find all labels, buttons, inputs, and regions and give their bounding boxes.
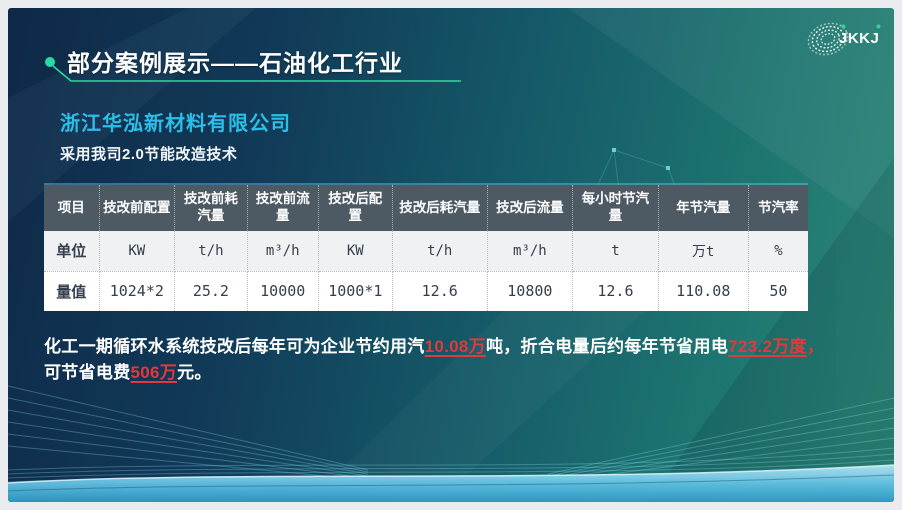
table-row: 单位 KW t/h m³/h KW t/h m³/h t 万t% [44,231,808,272]
table-header-cell: 技改前流量 [247,185,319,231]
table-cell: 1024*2 [99,271,176,311]
table-cell: 1000*1 [318,271,393,311]
table-cell: 10000 [247,271,319,311]
table-cell: m³/h [487,231,574,272]
summary-segment: 吨，折合电量后约每年节省用电 [485,337,729,356]
table-header-cell: 技改前耗汽量 [174,185,248,231]
table-cell: t/h [174,231,248,272]
company-logo: JKKJ [807,22,881,56]
wave-decoration [8,385,894,502]
highlighted-figure: ， [806,337,825,356]
table-row: 量值 1024*2 25.2 10000 1000*1 12.6 10800 12.6 110.… [44,271,808,311]
table-cell: 25.2 [174,271,248,311]
company-name: 浙江华泓新材料有限公司 [60,113,291,135]
table-header-cell: 技改前配置 [99,185,176,231]
table-cell: 12.6 [572,271,659,311]
table-row-label: 单位 [44,231,100,272]
logo-dot-left [841,24,846,29]
table-header-cell: 年节汽量 [658,185,749,231]
table-header-cell: 每小时节汽量 [572,185,659,231]
case-table: 项目 技改前配置 技改前耗汽量 技改前流量 技改后配置 技改后耗汽量 技改后流量 每小时节汽量… [44,185,808,311]
table-cell: 110.08 [658,271,749,311]
table-header-cell: 技改后配置 [318,185,393,231]
table-cell: t [572,231,659,272]
summary-segment: 可节省电费 [44,363,131,382]
summary-segment: 元。 [177,363,212,382]
table-cell: KW [99,231,176,272]
title-underline [45,57,461,82]
table-cell: 12.6 [392,271,488,311]
table-cell: t/h [392,231,488,272]
summary-segment: 化工一期循环水系统技改后每年可为企业节约用汽 [44,337,425,356]
table-cell: 万t [658,231,749,272]
table-cell: 50 [769,282,788,301]
highlighted-figure: 723.2万度 [728,337,807,356]
table-header-cell: 节汽率 [748,185,808,231]
slide: JKKJ 部分案例展示——石油化工行业 浙江华泓新材料有限公司 采用我司2.0节… [8,8,894,502]
page-title: 部分案例展示——石油化工行业 [67,50,403,76]
table-row-label: 量值 [44,271,100,311]
table-header-row: 项目 技改前配置 技改前耗汽量 技改前流量 技改后配置 技改后耗汽量 技改后流量 每小时节汽量… [44,185,808,231]
logo-dot-right [876,24,881,29]
table-header-cell: 技改后流量 [487,185,574,231]
table-cell: % [748,231,808,272]
table-cell: 10800 [487,271,574,311]
logo-text: JKKJ [839,30,879,47]
table-header-cell: 项目 [44,185,100,231]
highlighted-figure: 10.08万 [424,337,486,356]
savings-summary: 化工一期循环水系统技改后每年可为企业节约用汽10.08万吨，折合电量后约每年节省… [44,334,894,386]
table-cell: m³/h [247,231,319,272]
technology-subtitle: 采用我司2.0节能改造技术 [60,146,238,163]
title-marker-dot [45,57,55,67]
case-table-wrapper: 项目 技改前配置 技改前耗汽量 技改前流量 技改后配置 技改后耗汽量 技改后流量 每小时节汽量… [44,183,808,311]
table-header-cell: 技改后耗汽量 [392,185,488,231]
table-cell: KW [318,231,393,272]
highlighted-figure: 506万 [130,363,178,382]
